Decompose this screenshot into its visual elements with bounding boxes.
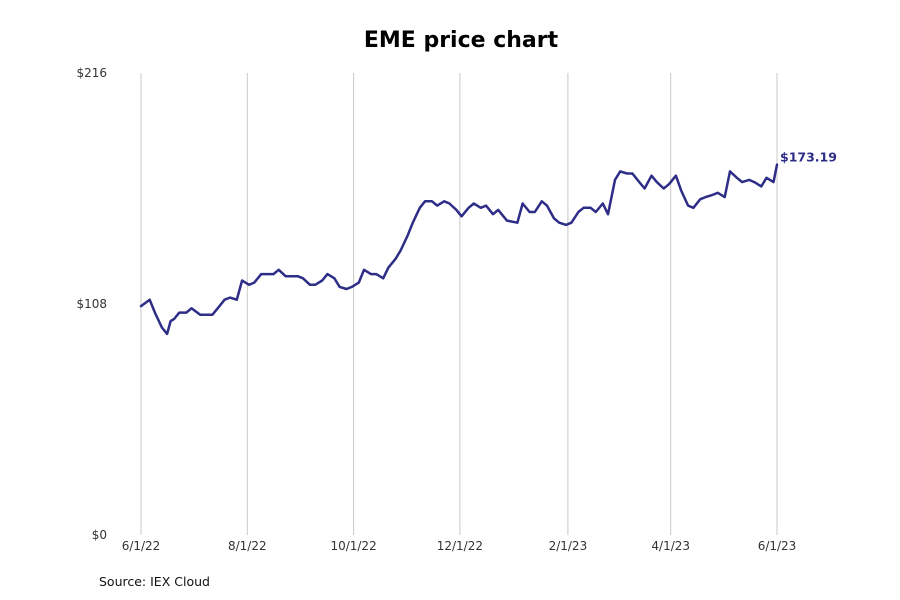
x-tick-label: 8/1/22 — [228, 539, 267, 553]
chart-title: EME price chart — [363, 28, 559, 53]
y-tick-label: $108 — [76, 297, 107, 311]
x-tick-label: 6/1/22 — [122, 539, 161, 553]
last-price-label: $173.19 — [780, 150, 837, 165]
x-tick-label: 4/1/23 — [651, 539, 690, 553]
source-note: Source: IEX Cloud — [99, 574, 210, 589]
x-tick-label: 6/1/23 — [758, 539, 797, 553]
x-tick-label: 10/1/22 — [330, 539, 376, 553]
x-tick-label: 2/1/23 — [549, 539, 588, 553]
y-axis-ticks: $0 $108 $216 — [76, 66, 107, 542]
vertical-grid — [140, 73, 778, 535]
y-tick-label: $216 — [76, 66, 107, 80]
x-tick-label: 12/1/22 — [437, 539, 483, 553]
price-series: $173.19 — [139, 150, 837, 336]
price-line — [139, 163, 779, 336]
y-tick-label: $0 — [92, 528, 107, 542]
x-axis-ticks: 6/1/22 8/1/22 10/1/22 12/1/22 2/1/23 4/1/23 6/… — [122, 539, 797, 553]
